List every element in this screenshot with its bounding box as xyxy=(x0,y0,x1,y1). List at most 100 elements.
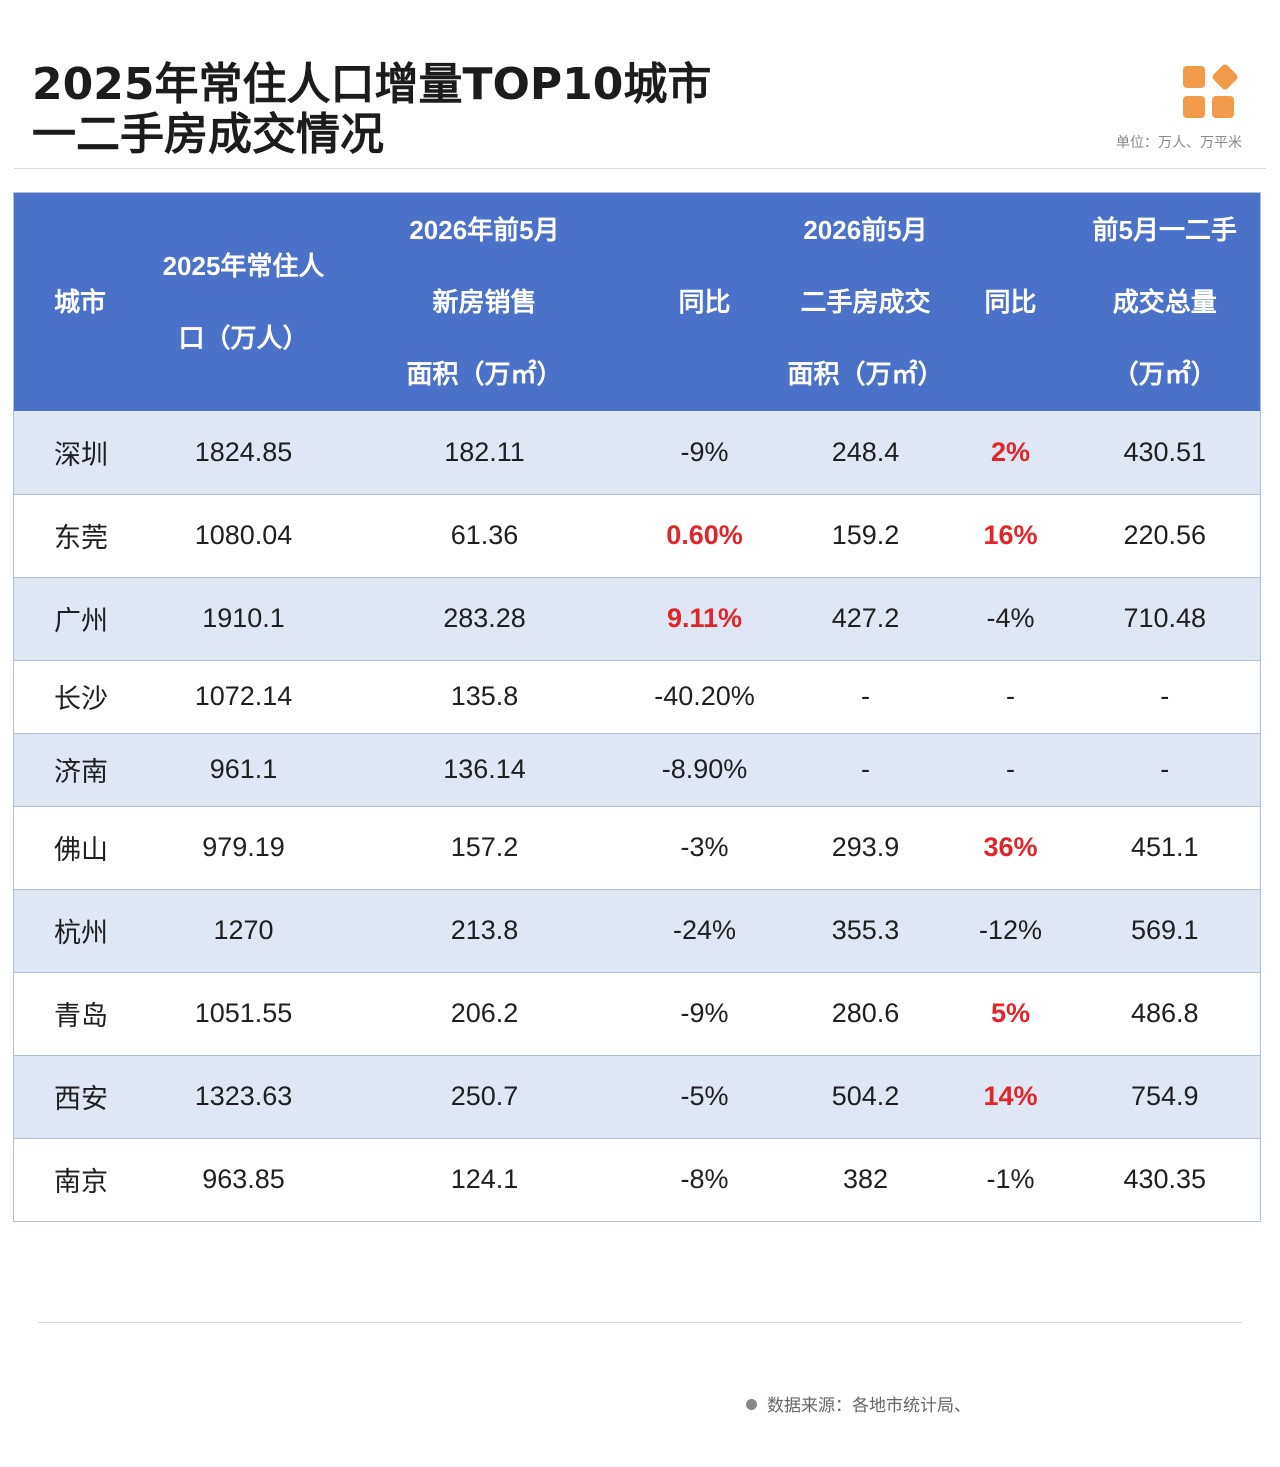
cell-new-yoy: -24% xyxy=(629,889,780,973)
cell-city: 佛山 xyxy=(13,806,148,890)
cell-population: 961.1 xyxy=(147,733,340,807)
cell-new-yoy: -40.20% xyxy=(629,660,780,734)
cell-new-sales: 135.8 xyxy=(339,660,630,734)
cell-new-sales: 213.8 xyxy=(339,889,630,973)
cell-total: - xyxy=(1069,733,1261,807)
cell-city: 广州 xyxy=(13,577,148,661)
cell-second-yoy: -4% xyxy=(951,577,1070,661)
cell-second-hand: 504.2 xyxy=(779,1055,952,1139)
cell-second-yoy: - xyxy=(951,660,1070,734)
cell-second-yoy: -12% xyxy=(951,889,1070,973)
cell-new-sales: 182.11 xyxy=(339,411,630,495)
cell-city: 西安 xyxy=(13,1055,148,1139)
table-row: 西安 1323.63 250.7 -5% 504.2 14% 754.9 xyxy=(13,1055,1261,1139)
header-second-hand-line: 2026前5月 xyxy=(803,215,928,245)
table-row: 广州 1910.1 283.28 9.11% 427.2 -4% 710.48 xyxy=(13,577,1261,661)
cell-second-hand: - xyxy=(779,733,952,807)
table-row: 佛山 979.19 157.2 -3% 293.9 36% 451.1 xyxy=(13,806,1261,890)
cell-city: 青岛 xyxy=(13,972,148,1056)
table-row: 东莞 1080.04 61.36 0.60% 159.2 16% 220.56 xyxy=(13,494,1261,578)
header-population-line: 2025年常住人 xyxy=(162,251,325,281)
bottom-divider xyxy=(38,1322,1242,1323)
header-second-hand: 2026前5月 二手房成交 面积（万㎡） xyxy=(779,192,952,411)
unit-note: 单位：万人、万平米 xyxy=(1116,135,1242,151)
cell-new-yoy: -9% xyxy=(629,972,780,1056)
source-text: 数据来源：各地市统计局、 xyxy=(767,1396,971,1416)
table-header-row: 城市 2025年常住人 口（万人） 2026年前5月 新房销售 面积（万㎡） 同… xyxy=(13,192,1261,411)
cell-total: 451.1 xyxy=(1069,806,1261,890)
header-total-line: 成交总量 xyxy=(1112,287,1217,317)
cell-new-sales: 206.2 xyxy=(339,972,630,1056)
cell-second-yoy: 5% xyxy=(951,972,1070,1056)
cell-city: 长沙 xyxy=(13,660,148,734)
cell-new-yoy: 0.60% xyxy=(629,494,780,578)
cell-total: 430.35 xyxy=(1069,1138,1261,1221)
cell-new-sales: 157.2 xyxy=(339,806,630,890)
table-row: 深圳 1824.85 182.11 -9% 248.4 2% 430.51 xyxy=(13,411,1261,495)
cell-new-sales: 250.7 xyxy=(339,1055,630,1139)
cell-second-hand: 159.2 xyxy=(779,494,952,578)
cell-total: 754.9 xyxy=(1069,1055,1261,1139)
cell-population: 1910.1 xyxy=(147,577,340,661)
cell-total: 710.48 xyxy=(1069,577,1261,661)
table-row: 青岛 1051.55 206.2 -9% 280.6 5% 486.8 xyxy=(13,972,1261,1056)
cell-second-hand: 427.2 xyxy=(779,577,952,661)
top-divider xyxy=(14,168,1266,169)
cell-new-yoy: -8% xyxy=(629,1138,780,1221)
cell-new-yoy: -5% xyxy=(629,1055,780,1139)
header-population: 2025年常住人 口（万人） xyxy=(147,192,340,411)
cell-second-hand: 293.9 xyxy=(779,806,952,890)
cell-population: 1323.63 xyxy=(147,1055,340,1139)
header-second-yoy: 同比 xyxy=(951,192,1070,411)
bullet-icon xyxy=(746,1399,757,1410)
cell-new-sales: 61.36 xyxy=(339,494,630,578)
header-total-line: （万㎡） xyxy=(1112,359,1217,389)
cell-new-sales: 124.1 xyxy=(339,1138,630,1221)
cell-new-sales: 136.14 xyxy=(339,733,630,807)
cell-city: 杭州 xyxy=(13,889,148,973)
cell-population: 1072.14 xyxy=(147,660,340,734)
source-note: 数据来源：各地市统计局、 xyxy=(746,1391,971,1416)
cell-total: 486.8 xyxy=(1069,972,1261,1056)
table-row: 杭州 1270 213.8 -24% 355.3 -12% 569.1 xyxy=(13,889,1261,973)
cell-new-sales: 283.28 xyxy=(339,577,630,661)
header-new-sales-line: 新房销售 xyxy=(432,287,537,317)
header-new-sales-line: 2026年前5月 xyxy=(409,215,560,245)
cell-new-yoy: 9.11% xyxy=(629,577,780,661)
cell-second-hand: 248.4 xyxy=(779,411,952,495)
cell-population: 963.85 xyxy=(147,1138,340,1221)
cell-second-yoy: 16% xyxy=(951,494,1070,578)
cell-total: 430.51 xyxy=(1069,411,1261,495)
header-population-line: 口（万人） xyxy=(178,323,309,353)
cell-new-yoy: -8.90% xyxy=(629,733,780,807)
cell-population: 1080.04 xyxy=(147,494,340,578)
table-row: 长沙 1072.14 135.8 -40.20% - - - xyxy=(13,660,1261,734)
cell-second-yoy: 14% xyxy=(951,1055,1070,1139)
table-row: 南京 963.85 124.1 -8% 382 -1% 430.35 xyxy=(13,1138,1261,1221)
cell-population: 1051.55 xyxy=(147,972,340,1056)
orange-blocks-logo-icon xyxy=(1183,62,1243,122)
header-second-hand-line: 二手房成交 xyxy=(800,287,931,317)
cell-second-hand: - xyxy=(779,660,952,734)
cell-total: 569.1 xyxy=(1069,889,1261,973)
cell-second-hand: 280.6 xyxy=(779,972,952,1056)
cell-new-yoy: -9% xyxy=(629,411,780,495)
cell-city: 深圳 xyxy=(13,411,148,495)
cell-total: - xyxy=(1069,660,1261,734)
cell-second-yoy: 36% xyxy=(951,806,1070,890)
cell-population: 1824.85 xyxy=(147,411,340,495)
header-total: 前5月一二手 成交总量 （万㎡） xyxy=(1069,192,1261,411)
cell-second-yoy: -1% xyxy=(951,1138,1070,1221)
page-title: 2025年常住人口增量TOP10城市 一二手房成交情况 xyxy=(32,60,711,160)
header-new-sales: 2026年前5月 新房销售 面积（万㎡） xyxy=(339,192,630,411)
cell-city: 济南 xyxy=(13,733,148,807)
title-line-2: 一二手房成交情况 xyxy=(32,109,384,160)
cell-second-hand: 355.3 xyxy=(779,889,952,973)
cell-second-yoy: 2% xyxy=(951,411,1070,495)
header-city: 城市 xyxy=(13,192,148,411)
header-new-yoy: 同比 xyxy=(629,192,780,411)
header-second-hand-line: 面积（万㎡） xyxy=(787,359,944,389)
cell-second-hand: 382 xyxy=(779,1138,952,1221)
cell-second-yoy: - xyxy=(951,733,1070,807)
table-row: 济南 961.1 136.14 -8.90% - - - xyxy=(13,733,1261,807)
